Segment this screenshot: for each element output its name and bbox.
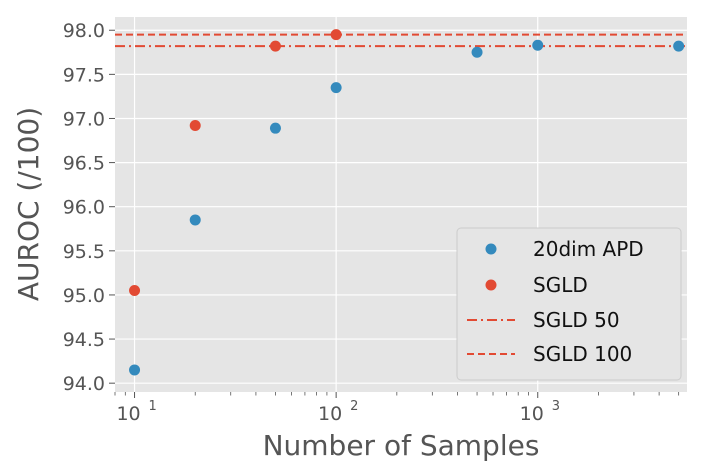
legend-label-sgld: SGLD — [533, 273, 588, 297]
x-tick-label: 10 — [520, 403, 544, 425]
point-20dim-apd — [471, 46, 483, 58]
x-tick-exponent: 1 — [149, 399, 157, 414]
y-tick-label: 97.5 — [63, 64, 105, 86]
x-tick-exponent: 3 — [552, 399, 560, 414]
x-tick-label: 10 — [116, 403, 140, 425]
point-20dim-apd — [129, 364, 141, 376]
y-tick-label: 97.0 — [63, 108, 105, 130]
reference-lines — [115, 33, 687, 48]
point-20dim-apd — [189, 214, 201, 226]
y-tick-label: 94.0 — [63, 373, 105, 395]
legend-label-sgld-50: SGLD 50 — [533, 308, 620, 332]
point-20dim-apd — [532, 39, 544, 51]
point-sgld — [330, 29, 342, 41]
y-tick-label: 96.0 — [63, 197, 105, 219]
y-tick-label: 94.5 — [63, 329, 105, 351]
legend-marker-sgld — [485, 279, 497, 291]
x-tick-exponent: 2 — [350, 399, 358, 414]
y-tick-label: 95.5 — [63, 241, 105, 263]
point-sgld — [189, 120, 201, 132]
x-axis-ticks: 10 1 10 2 10 3 — [114, 392, 680, 425]
point-20dim-apd — [673, 40, 685, 52]
y-tick-label: 96.5 — [63, 153, 105, 175]
x-tick-label: 10 — [318, 403, 342, 425]
y-axis-ticks: 94.0 94.5 95.0 95.5 96.0 96.5 97.0 97.5 98.0 — [63, 20, 115, 395]
y-tick-label: 98.0 — [63, 20, 105, 42]
point-sgld — [269, 40, 281, 52]
point-20dim-apd — [269, 122, 281, 134]
legend-label-20dim-apd: 20dim APD — [533, 237, 644, 261]
point-20dim-apd — [330, 82, 342, 94]
legend: 20dim APD SGLD SGLD 50 SGLD 100 — [456, 227, 682, 381]
point-sgld — [129, 285, 141, 297]
legend-box — [456, 227, 682, 381]
grid — [115, 17, 687, 392]
x-axis-label: Number of Samples — [263, 429, 540, 462]
y-axis-label: AUROC (/100) — [12, 107, 45, 301]
legend-marker-20dim-apd — [485, 243, 497, 255]
data-points — [129, 29, 685, 376]
legend-label-sgld-100: SGLD 100 — [533, 342, 632, 366]
y-tick-label: 95.0 — [63, 285, 105, 307]
